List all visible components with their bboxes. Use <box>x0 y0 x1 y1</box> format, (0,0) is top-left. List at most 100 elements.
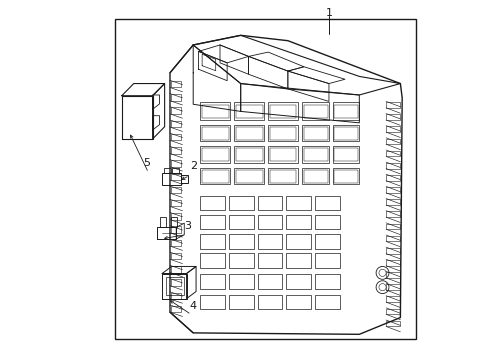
Bar <box>258 215 282 229</box>
Bar <box>200 215 225 229</box>
Bar <box>172 168 179 173</box>
Bar <box>302 146 329 163</box>
Bar <box>258 253 282 267</box>
Bar <box>386 236 400 242</box>
Bar <box>386 151 400 157</box>
Bar <box>171 226 181 233</box>
Bar <box>304 127 328 140</box>
Bar <box>229 234 254 249</box>
Bar <box>315 295 340 309</box>
Bar <box>171 217 177 227</box>
Bar <box>171 174 181 180</box>
Bar <box>386 187 400 193</box>
Bar <box>258 274 282 289</box>
Bar <box>200 146 230 163</box>
Bar <box>236 148 263 161</box>
Bar <box>171 187 181 193</box>
Bar <box>334 127 358 140</box>
Bar <box>386 175 400 181</box>
Bar <box>229 253 254 267</box>
Bar <box>386 296 400 302</box>
Bar <box>304 170 328 183</box>
Bar <box>302 168 329 184</box>
Bar <box>286 295 311 309</box>
Bar <box>270 170 296 183</box>
Bar <box>200 196 225 210</box>
Bar <box>286 215 311 229</box>
Bar <box>333 146 359 163</box>
Bar <box>315 196 340 210</box>
Bar <box>315 234 340 249</box>
Bar <box>200 253 225 267</box>
Bar <box>200 125 230 141</box>
Bar <box>202 127 229 140</box>
Bar <box>234 125 264 141</box>
Bar <box>171 279 181 286</box>
Bar <box>286 253 311 267</box>
Bar <box>229 196 254 210</box>
Bar <box>386 126 400 132</box>
Bar <box>171 121 181 127</box>
Bar <box>333 168 359 184</box>
Bar <box>236 170 263 183</box>
Bar <box>181 175 188 183</box>
Bar <box>386 272 400 278</box>
Bar <box>268 146 298 163</box>
Bar <box>386 321 400 327</box>
Bar <box>171 160 181 167</box>
Bar <box>171 266 181 273</box>
Bar <box>166 277 184 295</box>
Bar <box>386 260 400 266</box>
Bar <box>334 105 358 118</box>
Bar <box>386 139 400 144</box>
Bar <box>229 215 254 229</box>
Bar <box>200 168 230 184</box>
Bar <box>202 148 229 161</box>
Bar <box>234 146 264 163</box>
Bar <box>171 213 181 220</box>
Bar <box>171 81 181 87</box>
Bar <box>333 102 359 120</box>
Bar <box>229 295 254 309</box>
Bar <box>386 211 400 217</box>
Bar <box>229 274 254 289</box>
Bar <box>236 127 263 140</box>
Bar <box>258 234 282 249</box>
Bar <box>334 148 358 161</box>
Text: 1: 1 <box>325 8 332 18</box>
Bar <box>386 224 400 229</box>
Text: 5: 5 <box>143 158 150 168</box>
Bar <box>162 173 181 185</box>
Text: 2: 2 <box>190 161 197 171</box>
Bar <box>171 253 181 259</box>
Bar <box>202 105 229 118</box>
Bar <box>234 102 264 120</box>
Bar <box>115 19 416 339</box>
Bar <box>171 94 181 101</box>
Bar <box>200 295 225 309</box>
Bar <box>171 306 181 312</box>
Bar <box>268 125 298 141</box>
Bar <box>286 234 311 249</box>
Bar <box>286 196 311 210</box>
Bar <box>333 125 359 141</box>
Bar <box>171 293 181 299</box>
Bar <box>258 295 282 309</box>
Bar <box>236 105 263 118</box>
Bar <box>304 105 328 118</box>
Text: 3: 3 <box>184 221 191 231</box>
Bar <box>302 102 329 120</box>
Bar <box>270 127 296 140</box>
Text: 4: 4 <box>190 301 197 311</box>
Bar <box>171 200 181 206</box>
Bar <box>386 163 400 168</box>
Bar <box>171 147 181 154</box>
Bar <box>200 102 230 120</box>
Bar <box>171 108 181 114</box>
Bar <box>200 234 225 249</box>
Bar <box>386 248 400 253</box>
Bar <box>304 148 328 161</box>
Bar <box>200 274 225 289</box>
Bar <box>164 168 171 173</box>
Bar <box>386 199 400 205</box>
